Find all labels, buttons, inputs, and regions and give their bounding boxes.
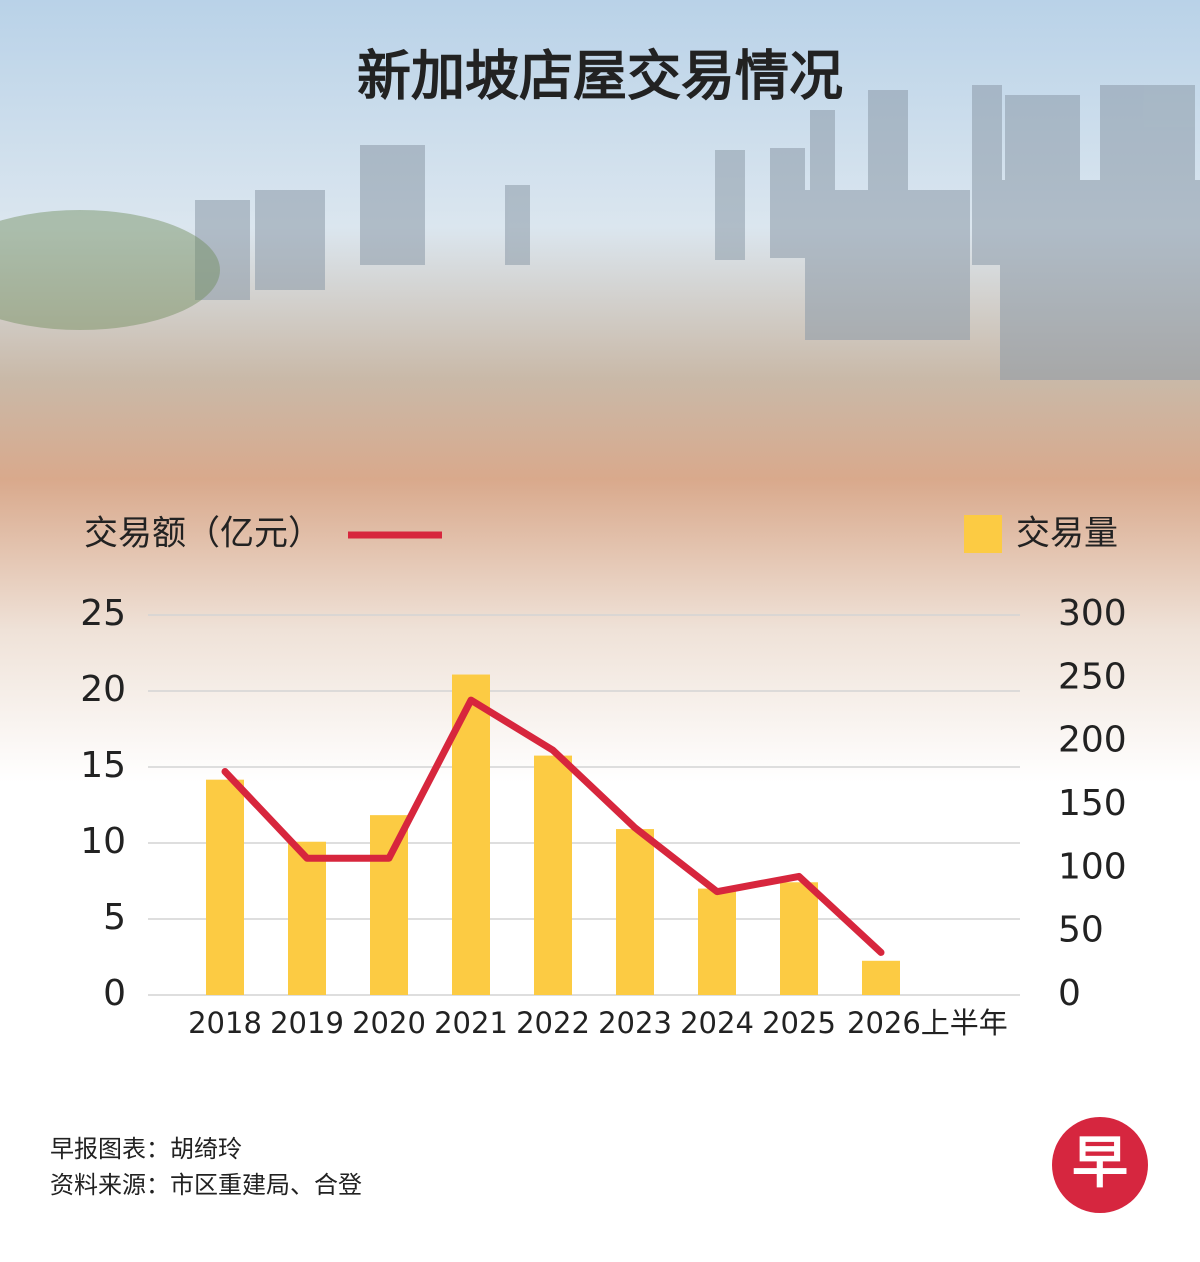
credit: 早报图表：胡绮玲 — [50, 1135, 242, 1163]
bar — [780, 882, 818, 995]
x-tick-label: 2025 — [762, 1006, 836, 1040]
legend-swatch — [964, 515, 1002, 553]
x-tick-label: 2018 — [188, 1006, 262, 1040]
x-tick-label: 2026上半年 — [847, 1006, 1008, 1040]
y2-tick-label: 150 — [1058, 783, 1127, 824]
line — [221, 696, 885, 956]
y2-tick-label: 50 — [1058, 910, 1104, 951]
bar — [206, 779, 244, 995]
x-tick-label: 2024 — [680, 1006, 754, 1040]
legend-label: 交易量 — [1016, 514, 1118, 554]
x-tick-label: 2023 — [598, 1006, 672, 1040]
y-tick-label: 15 — [80, 745, 126, 786]
bar — [288, 841, 326, 995]
y-tick-label: 0 — [103, 973, 126, 1014]
x-tick-label: 2021 — [434, 1006, 508, 1040]
bar — [698, 888, 736, 995]
y-tick-label: 5 — [103, 897, 126, 938]
bar — [370, 815, 408, 995]
bar — [534, 755, 572, 995]
skyline — [195, 85, 1200, 380]
logo-circle — [1052, 1117, 1148, 1213]
bar — [862, 960, 900, 995]
y-tick-label: 10 — [80, 821, 126, 862]
y2-tick-label: 100 — [1058, 846, 1127, 887]
y2-tick-label: 250 — [1058, 656, 1127, 697]
y-tick-label: 20 — [80, 669, 126, 710]
source: 资料来源：市区重建局、合登 — [50, 1171, 362, 1199]
legend-label: 交易额（亿元） — [84, 514, 322, 554]
x-tick-label: 2022 — [516, 1006, 590, 1040]
y2-tick-label: 200 — [1058, 720, 1127, 761]
y2-tick-label: 0 — [1058, 973, 1081, 1014]
chart-title: 新加坡店屋交易情况 — [357, 45, 843, 108]
bar — [616, 829, 654, 995]
y2-tick-label: 300 — [1058, 593, 1127, 634]
logo: 早 — [1072, 1131, 1128, 1196]
x-tick-label: 2019 — [270, 1006, 344, 1040]
trees — [0, 210, 220, 330]
x-tick-label: 2020 — [352, 1006, 426, 1040]
y-tick-label: 25 — [80, 593, 126, 634]
